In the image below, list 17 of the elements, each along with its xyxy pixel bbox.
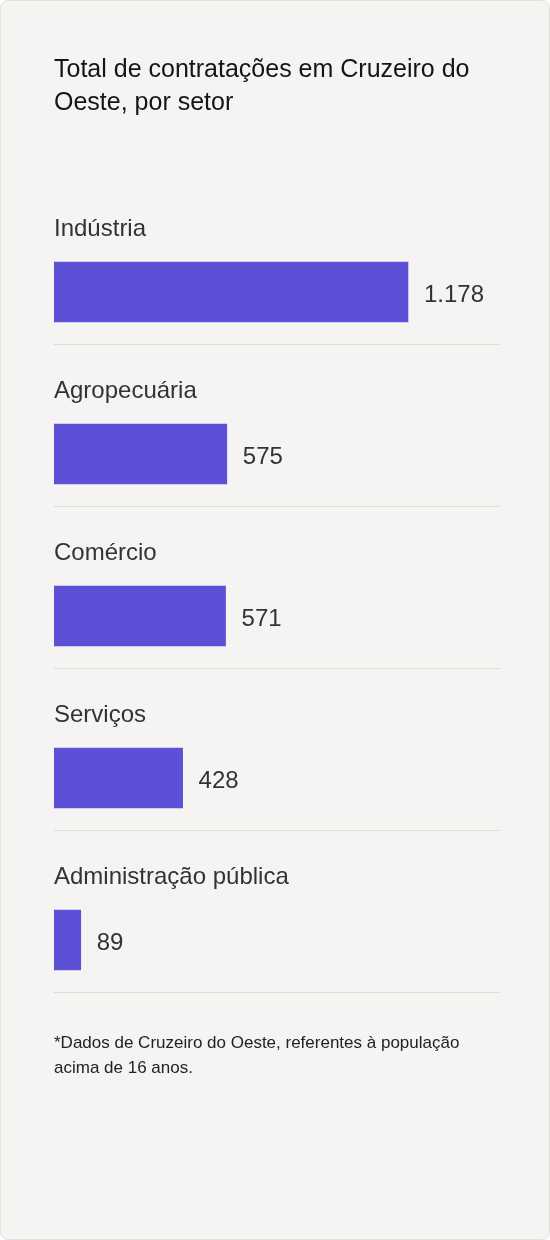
data-label: 428 [198, 765, 239, 793]
data-label: 575 [242, 441, 283, 469]
y-tick-label: Indústria [54, 213, 147, 241]
data-label: 89 [96, 927, 124, 955]
bar [54, 909, 82, 971]
y-tick-label: Agropecuária [54, 375, 198, 403]
bar [54, 423, 228, 485]
data-label: 571 [241, 603, 282, 631]
y-tick-label: Serviços [54, 699, 147, 727]
bar [54, 747, 183, 809]
text: *Dados de Cruzeiro do Oeste, referentes à população acima de 16 anos. [54, 1032, 461, 1079]
chart-title: Total de contratações em Cruzeiro do Oeste, por setor [54, 53, 471, 117]
bar [54, 585, 226, 647]
data-label: 1.178 [423, 279, 485, 307]
y-tick-label: Comércio [54, 537, 157, 565]
y-tick-label: Administração pública [54, 861, 290, 889]
bar [54, 261, 409, 323]
